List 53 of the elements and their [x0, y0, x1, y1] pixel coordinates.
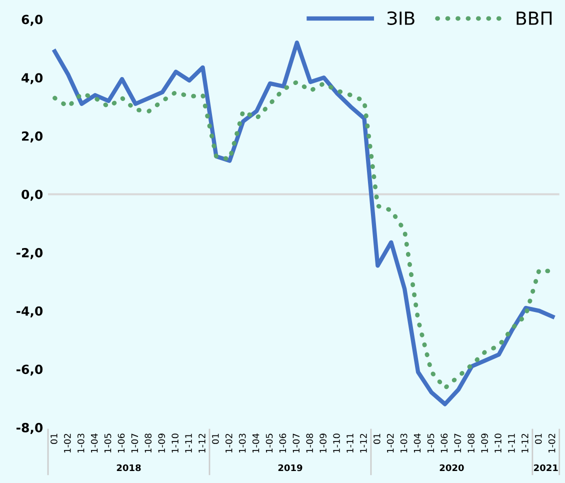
x-tick-label: 1-04 — [252, 434, 260, 453]
text: 2020 — [440, 464, 464, 472]
x-tick-label: 1-10 — [494, 434, 502, 453]
x-tick-label: 1-10 — [333, 434, 340, 453]
x-tick-label: 1-03 — [77, 434, 84, 453]
text: 2018 — [116, 464, 141, 472]
x-tick-label: 1-12 — [360, 434, 367, 453]
legend-label: ЗІВ — [388, 11, 414, 26]
text: 2021 — [534, 464, 558, 472]
y-tick-label: -6,0 — [16, 364, 43, 376]
x-tick-label: 1-02 — [548, 434, 556, 453]
x-tick-label: 1-06 — [279, 434, 286, 453]
x-tick-label: 01 — [534, 434, 542, 444]
x-tick-label: 01 — [212, 434, 219, 444]
line-series — [52, 40, 555, 406]
x-tick-label: 1-05 — [104, 434, 112, 453]
x-tick-label: 1-10 — [172, 434, 178, 453]
x-tick-label: 1-09 — [481, 434, 488, 453]
x-tick-label: 1-12 — [198, 434, 206, 453]
legend-label: ВВП — [516, 12, 552, 25]
y-tick-label: 4,0 — [22, 73, 43, 84]
y-tick-label: 6,0 — [22, 14, 43, 26]
y-tick-label: -2,0 — [16, 248, 43, 260]
x-tick-label: 1-09 — [158, 434, 166, 453]
x-tick-label: 1-11 — [346, 434, 354, 453]
x-tick-label: 1-11 — [185, 434, 192, 453]
x-tick-label: 1-07 — [131, 434, 138, 453]
x-tick-label: 1-11 — [508, 434, 515, 453]
y-tick-label: -8,0 — [16, 422, 43, 434]
y-tick-label: 2,0 — [22, 131, 43, 142]
x-tick-label: 1-05 — [266, 434, 273, 453]
x-tick-label: 1-07 — [292, 434, 300, 453]
y-tick-label: -4,0 — [16, 306, 43, 318]
x-tick-label: 1-04 — [414, 434, 421, 453]
x-tick-label: 1-03 — [400, 434, 408, 453]
x-tick-label: 1-08 — [144, 434, 152, 453]
x-tick-label: 1-02 — [225, 434, 232, 453]
x-tick-label: 1-07 — [454, 434, 462, 453]
text: 2019 — [278, 464, 302, 472]
x-tick-label: 1-02 — [386, 434, 394, 453]
x-tick-label: 1-03 — [238, 434, 246, 453]
x-tick-label: 1-06 — [118, 434, 125, 453]
x-tick-label: 01 — [50, 434, 58, 444]
x-tick-label: 1-04 — [90, 434, 98, 453]
x-tick-label: 1-08 — [306, 434, 314, 453]
x-tick-label: 1-08 — [468, 434, 475, 453]
x-tick-label: 1-12 — [522, 434, 528, 453]
x-tick-label: 01 — [373, 434, 380, 444]
x-tick-label: 1-09 — [320, 434, 326, 453]
x-tick-label: 1-06 — [440, 434, 448, 453]
x-tick-label: 1-05 — [427, 434, 434, 453]
y-tick-label: 0,0 — [22, 190, 43, 201]
x-tick-label: 1-02 — [64, 434, 71, 453]
